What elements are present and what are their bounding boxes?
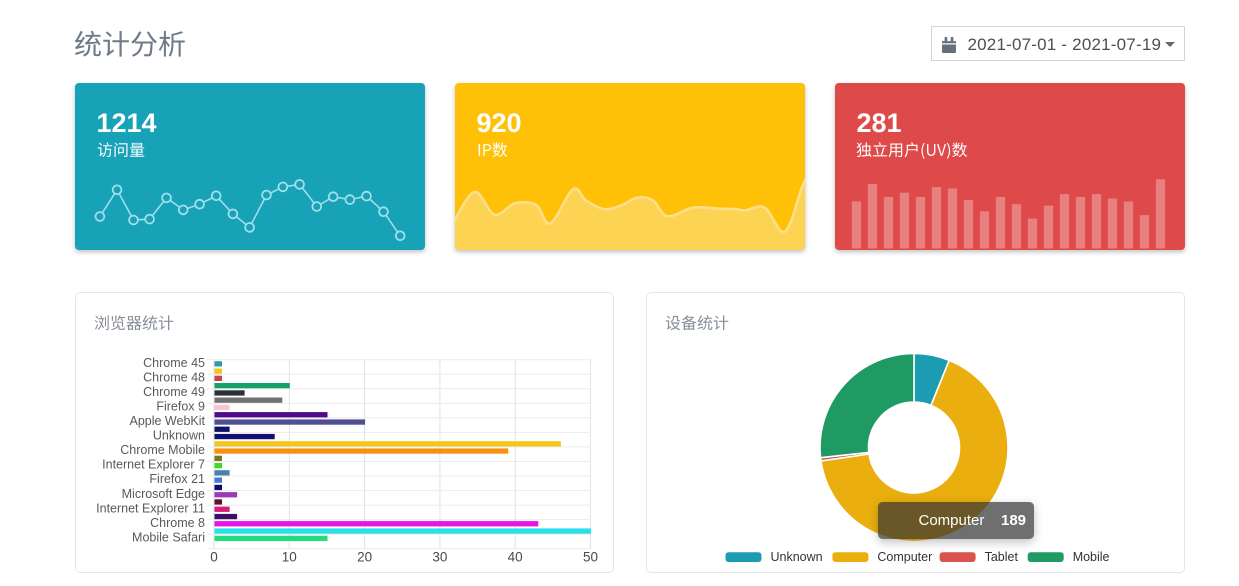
svg-text:Microsoft Edge: Microsoft Edge: [121, 486, 204, 500]
svg-text:Unknown: Unknown: [771, 550, 823, 564]
svg-text:Internet Explorer 11: Internet Explorer 11: [96, 501, 205, 515]
svg-text:Firefox 9: Firefox 9: [156, 399, 205, 413]
svg-text:Internet Explorer 7: Internet Explorer 7: [102, 457, 205, 471]
svg-text:10: 10: [281, 549, 296, 564]
svg-text:Chrome Mobile: Chrome Mobile: [120, 443, 205, 457]
svg-text:Mobile Safari: Mobile Safari: [132, 530, 205, 544]
svg-text:Mobile: Mobile: [1073, 550, 1110, 564]
svg-text:Chrome 49: Chrome 49: [143, 385, 205, 399]
svg-text:Apple WebKit: Apple WebKit: [129, 414, 205, 428]
svg-text:Chrome 48: Chrome 48: [143, 370, 205, 384]
svg-text:50: 50: [582, 549, 597, 564]
svg-text:Tablet: Tablet: [985, 550, 1019, 564]
svg-text:40: 40: [507, 549, 522, 564]
svg-text:Chrome 8: Chrome 8: [150, 515, 205, 529]
svg-text:Firefox 21: Firefox 21: [149, 472, 205, 486]
svg-text:Unknown: Unknown: [152, 428, 204, 442]
svg-text:20: 20: [357, 549, 372, 564]
svg-text:Chrome 45: Chrome 45: [143, 355, 205, 369]
svg-text:30: 30: [432, 549, 447, 564]
svg-text:0: 0: [210, 549, 218, 564]
svg-text:Computer: Computer: [877, 550, 932, 564]
